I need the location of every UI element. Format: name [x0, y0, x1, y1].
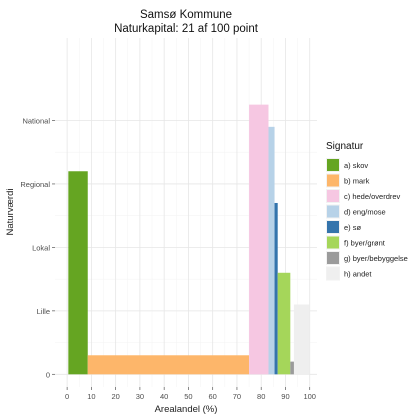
legend-label: h) andet [344, 270, 372, 279]
x-tick-label: 30 [136, 392, 144, 401]
bar [293, 304, 310, 375]
bar [274, 202, 278, 375]
bars [68, 104, 310, 375]
x-tick-label: 60 [209, 392, 217, 401]
x-tick-label: 10 [87, 392, 95, 401]
bar [68, 171, 88, 375]
chart-subtitle: Naturkapital: 21 af 100 point [114, 23, 259, 35]
legend-swatch [327, 221, 339, 233]
bar [268, 126, 275, 375]
y-tick-label: Lille [37, 307, 50, 316]
y-tick-label: Lokal [32, 243, 50, 252]
legend-label: c) hede/overdrev [344, 192, 401, 201]
bar [249, 104, 269, 375]
x-tick-label: 70 [233, 392, 241, 401]
x-tick-label: 50 [184, 392, 192, 401]
bar [277, 272, 291, 375]
bar [87, 355, 250, 375]
bar [290, 361, 294, 375]
legend-title: Signatur [326, 141, 364, 152]
legend-swatch [327, 174, 339, 187]
legend-label: e) sø [344, 223, 362, 232]
chart-title: Samsø Kommune [140, 9, 232, 21]
legend-label: g) byer/bebyggelse [344, 254, 408, 263]
x-tick-label: 40 [160, 392, 168, 401]
x-tick-label: 80 [257, 392, 265, 401]
legend-swatch [327, 252, 339, 264]
legend-label: b) mark [344, 177, 370, 186]
legend-label: d) eng/mose [344, 208, 386, 217]
legend-label: f) byer/grønt [344, 239, 386, 248]
y-tick-label: National [22, 116, 50, 125]
legend: Signatur a) skov b) mark c) hede/overdrev d… [326, 141, 408, 281]
x-tick-label: 20 [111, 392, 119, 401]
legend-swatch [327, 190, 339, 202]
y-tick-label: 0 [46, 370, 50, 379]
x-tick-label: 0 [65, 392, 69, 401]
y-tick-label: Regional [20, 180, 50, 189]
legend-swatch [327, 159, 339, 171]
legend-swatch [327, 236, 339, 249]
x-tick-label: 90 [281, 392, 289, 401]
axes: 0 10 20 30 40 50 60 70 80 90 100 0 Lille Lokal Regiona… [20, 116, 316, 401]
x-axis-title: Arealandel (%) [155, 404, 218, 415]
legend-swatch [327, 205, 339, 218]
x-tick-label: 100 [303, 392, 316, 401]
legend-label: a) skov [344, 161, 368, 170]
legend-swatch [327, 267, 339, 280]
y-axis-title: Naturværdi [5, 189, 16, 236]
